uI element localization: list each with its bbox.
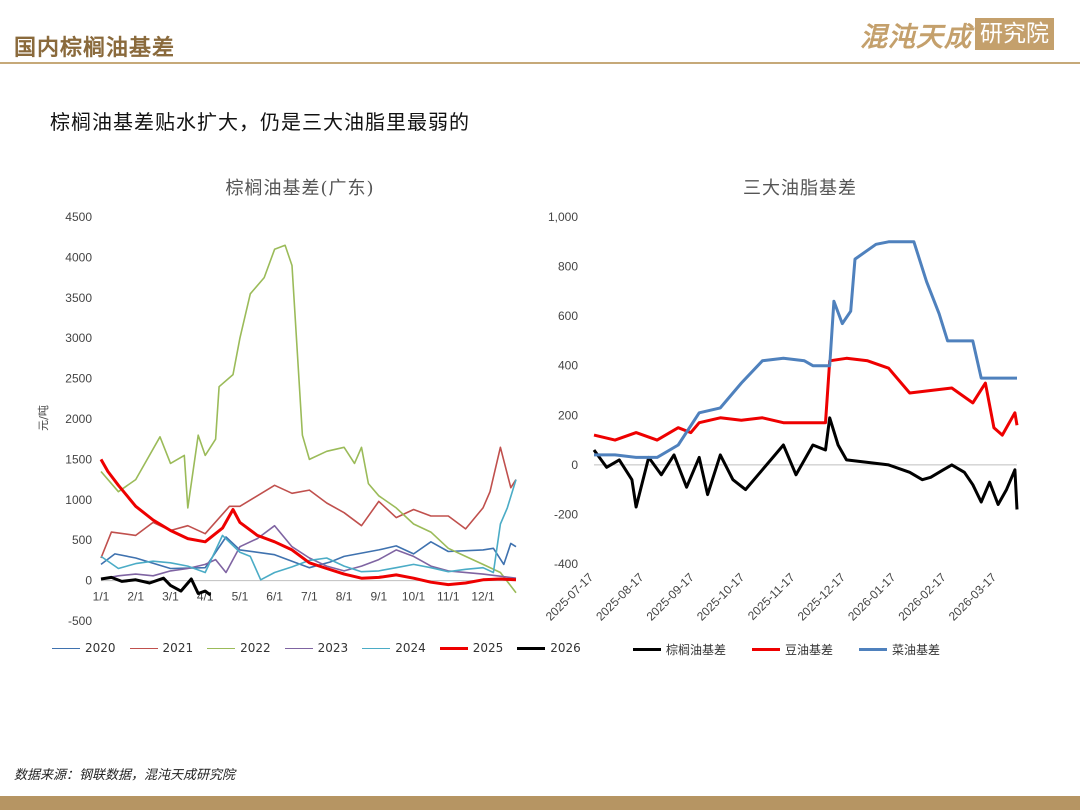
chart1-ytick-label: 2000 [65,412,92,426]
chart1-xtick-label: 2/1 [127,590,144,604]
legend-swatch [439,646,468,650]
legend-label: 2023 [317,641,349,655]
chart1-series-2025 [99,458,517,587]
chart2-xtick-label: 2025-11-17 [745,570,798,623]
chart1-xtick-label: 6/1 [266,590,283,604]
chart2-xtick-label: 2025-07-17 [543,570,597,624]
chart2-ytick-label: 1,000 [548,210,578,224]
chart2-xtick-label: 2025-09-17 [644,570,698,624]
chart1-xtick-label: 3/1 [162,590,179,604]
chart2-series-菜油基差 [594,240,1017,459]
chart1-xtick-label: 5/1 [232,590,249,604]
chart2-xtick-label: 2026-03-17 [946,570,1000,624]
legend-swatch [284,647,313,649]
chart2-ytick-label: -200 [554,507,578,521]
chart2-xtick-label: 2025-10-17 [694,570,748,624]
chart2-xtick-label: 2025-12-17 [795,570,849,624]
legend-label: 2022 [240,641,271,655]
chart1-ytick-label: 3000 [65,331,92,345]
chart1-ytick-label: 1500 [65,452,92,466]
chart2-ytick-label: 200 [558,408,578,422]
legend-swatch [129,647,158,649]
legend-item-2021: 2021 [129,641,194,655]
legend-item-2023: 2023 [284,641,349,655]
chart1-xtick-label: 7/1 [301,590,318,604]
legend-item-菜油基差: 菜油基差 [859,641,940,658]
chart2-xtick-label: 2026-02-17 [895,570,949,624]
chart1-xtick-label: 10/1 [402,590,426,604]
chart2-xtick-label: 2026-01-17 [845,570,899,624]
brand-logo: 混沌天成 研究院 [860,16,1054,53]
legend-swatch [859,648,888,651]
chart1-ytick-label: 4500 [65,210,92,224]
chart1-legend: 2020 2021 2022 2023 2024 2025 2026 [52,641,595,655]
chart1-xtick-label: 11/1 [437,590,460,604]
legend-label: 2025 [472,641,504,655]
legend-swatch [52,647,80,649]
logo-text: 混沌天成 [860,21,972,53]
legend-swatch [517,646,546,650]
legend-label: 菜油基差 [892,643,941,657]
chart1-y-axis-label: 元/吨 [37,405,50,431]
legend-item-2025: 2025 [439,641,504,655]
header-divider [0,62,1080,64]
chart1-ytick-label: -500 [68,614,92,628]
data-source-note: 数据来源：钢联数据，混沌天成研究院 [14,768,236,783]
chart2-title: 三大油脂基差 [743,178,857,199]
chart2-ytick-label: 600 [558,309,578,323]
legend-item-棕榈油基差: 棕榈油基差 [633,641,726,658]
chart1-ytick-label: 4000 [65,250,92,264]
legend-item-2022: 2022 [207,641,271,655]
chart2-series-棕榈油基差 [592,416,1019,510]
header-title: 国内棕榈油基差 [14,35,176,61]
legend-label: 2021 [162,641,194,655]
chart2-ytick-label: 0 [571,458,578,472]
legend-label: 棕榈油基差 [666,643,727,657]
chart1-title: 棕榈油基差(广东) [225,178,375,199]
legend-label: 2024 [395,641,426,655]
chart1-series-2024 [100,479,517,581]
legend-swatch [633,648,661,651]
legend-item-豆油基差: 豆油基差 [752,641,833,658]
legend-item-2024: 2024 [362,641,426,655]
logo-box-text: 研究院 [975,18,1054,50]
chart2-ytick-label: -400 [554,557,578,571]
chart1-ytick-label: 3500 [65,291,92,305]
chart2-series-豆油基差 [593,356,1019,442]
legend-item-2026: 2026 [517,641,581,655]
chart1-xtick-label: 12/1 [471,590,495,604]
chart1-ytick-label: 2500 [65,372,92,386]
chart1-ytick-label: 1000 [65,493,92,507]
chart1-xtick-label: 9/1 [370,590,387,604]
chart1-series-2021 [100,446,517,559]
footer-bar [0,796,1080,810]
legend-swatch [362,647,391,649]
legend-swatch [207,647,236,649]
chart2-legend: 棕榈油基差 豆油基差 菜油基差 [633,641,966,658]
chart2-ytick-label: 800 [558,260,578,274]
legend-swatch [752,648,781,651]
chart1-xtick-label: 8/1 [336,590,353,604]
legend-label: 豆油基差 [785,643,834,657]
chart1-ytick-label: 0 [85,574,92,588]
chart1-series-2026 [100,575,212,597]
chart1-series-2023 [100,524,517,580]
chart1-ytick-label: 500 [72,533,92,547]
legend-label: 2020 [85,641,116,655]
legend-item-2020: 2020 [52,641,116,655]
chart2-xtick-label: 2025-08-17 [593,570,647,624]
headline: 棕榈油基差贴水扩大，仍是三大油脂里最弱的 [50,110,470,134]
chart1-xtick-label: 1/1 [93,590,110,604]
legend-label: 2026 [550,641,581,655]
chart2-ytick-label: 400 [558,359,578,373]
chart1-series-2022 [100,244,517,594]
